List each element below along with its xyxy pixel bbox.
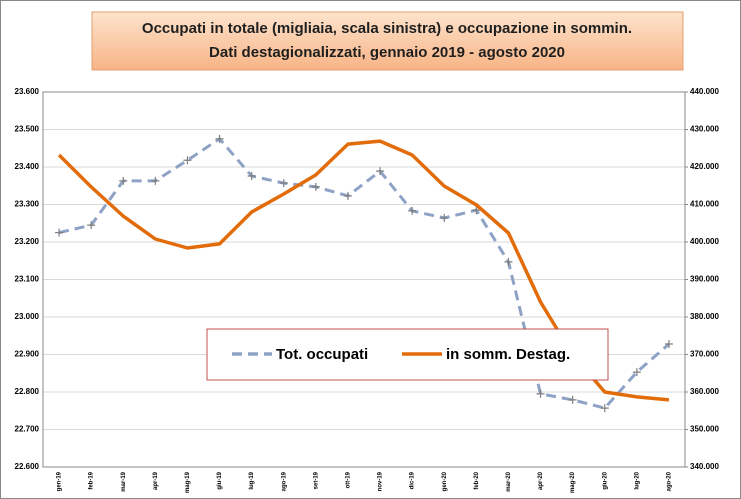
point-marker <box>151 176 160 185</box>
x-tick-label: mar-19 <box>121 471 127 491</box>
point-marker <box>311 182 320 191</box>
y2-tick-label: 400.000 <box>690 237 719 246</box>
x-tick-label: mag-19 <box>185 471 191 493</box>
x-tick-label: dic-19 <box>410 471 416 489</box>
x-tick-label: ago-20 <box>667 471 673 491</box>
point-marker <box>87 221 96 230</box>
x-tick-label: ago-19 <box>281 471 287 491</box>
y-tick-label: 23.600 <box>15 87 40 96</box>
legend-label: Tot. occupati <box>276 346 368 363</box>
point-marker <box>632 368 641 377</box>
x-tick-label: feb-19 <box>89 471 95 489</box>
point-marker <box>183 156 192 165</box>
y2-tick-label: 340.000 <box>690 462 719 471</box>
x-tick-label: lug-19 <box>249 471 255 489</box>
x-tick-label: apr-20 <box>538 471 544 490</box>
title-box <box>91 11 684 71</box>
y2-tick-label: 390.000 <box>690 275 719 284</box>
y-tick-label: 22.700 <box>15 425 40 434</box>
point-marker <box>600 404 609 413</box>
y2-tick-label: 420.000 <box>690 162 719 171</box>
point-marker <box>408 206 417 215</box>
point-marker <box>376 167 385 176</box>
x-tick-label: mag-20 <box>570 471 576 493</box>
point-marker <box>440 214 449 222</box>
x-tick-label: giu-20 <box>602 471 608 489</box>
y-tick-label: 23.000 <box>15 312 40 321</box>
point-marker <box>343 191 352 200</box>
point-marker <box>279 179 288 188</box>
point-marker <box>472 206 481 215</box>
y2-tick-label: 360.000 <box>690 387 719 396</box>
point-marker <box>119 176 128 185</box>
plot-area <box>42 91 686 468</box>
point-marker <box>247 172 256 180</box>
x-tick-label: giu-19 <box>217 471 223 489</box>
point-marker <box>55 228 64 237</box>
point-marker <box>536 389 545 398</box>
legend-label: in somm. Destag. <box>446 346 570 363</box>
y2-tick-label: 410.000 <box>690 200 719 209</box>
point-marker <box>568 395 577 404</box>
y-tick-label: 23.500 <box>15 125 40 134</box>
chart-title: Occupati in totale (migliaia, scala sini… <box>142 20 632 37</box>
x-tick-label: nov-19 <box>378 471 384 491</box>
point-marker <box>504 257 513 266</box>
y-tick-label: 23.300 <box>15 200 40 209</box>
x-tick-label: gen-19 <box>57 471 63 491</box>
y2-tick-label: 370.000 <box>690 350 719 359</box>
y2-tick-label: 430.000 <box>690 125 719 134</box>
x-tick-label: gen-20 <box>442 471 448 491</box>
x-tick-label: lug-20 <box>634 471 640 489</box>
y2-tick-label: 440.000 <box>690 87 719 96</box>
y-tick-label: 22.600 <box>15 462 40 471</box>
x-tick-label: mar-20 <box>506 471 512 491</box>
y-tick-label: 22.900 <box>15 350 40 359</box>
y-tick-label: 23.100 <box>15 275 40 284</box>
point-marker <box>664 340 673 348</box>
y-tick-label: 22.800 <box>15 387 40 396</box>
y2-tick-label: 380.000 <box>690 312 719 321</box>
x-tick-label: set-19 <box>313 471 319 489</box>
y-tick-label: 23.400 <box>15 162 40 171</box>
point-marker <box>215 134 224 143</box>
x-tick-label: ott-19 <box>346 471 352 488</box>
x-tick-label: feb-20 <box>474 471 480 489</box>
x-tick-label: apr-19 <box>153 471 159 490</box>
series-line <box>58 137 670 410</box>
y2-tick-label: 350.000 <box>690 425 719 434</box>
y-tick-label: 23.200 <box>15 237 40 246</box>
chart-subtitle: Dati destagionalizzati, gennaio 2019 - a… <box>209 44 565 61</box>
